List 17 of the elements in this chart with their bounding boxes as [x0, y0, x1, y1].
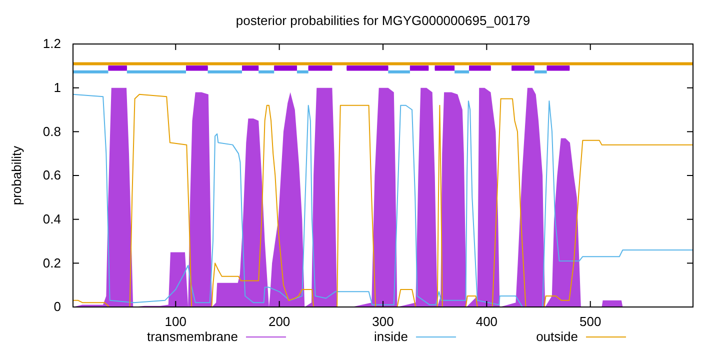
y-tick-label: 0 [54, 299, 61, 314]
x-tick-label: 200 [268, 314, 290, 330]
x-tick-label: 300 [372, 314, 394, 330]
x-tick-label: 400 [476, 314, 498, 330]
legend-label: inside [374, 329, 408, 344]
y-tick-label: 1 [54, 80, 61, 95]
legend-label: transmembrane [146, 329, 238, 344]
y-tick-label: 0.4 [42, 211, 61, 226]
y-tick-label: 0.8 [42, 124, 61, 139]
y-tick-label: 0.6 [42, 168, 61, 183]
x-tick-label: 100 [164, 314, 186, 330]
y-tick-label: 0.2 [42, 255, 61, 270]
y-axis-title: probability [9, 145, 24, 206]
x-tick-label: 500 [580, 314, 602, 330]
chart-title: posterior probabilities for MGYG000000695_00179 [236, 13, 530, 28]
y-tick-label: 1.2 [42, 36, 61, 52]
legend-label: outside [536, 329, 578, 344]
